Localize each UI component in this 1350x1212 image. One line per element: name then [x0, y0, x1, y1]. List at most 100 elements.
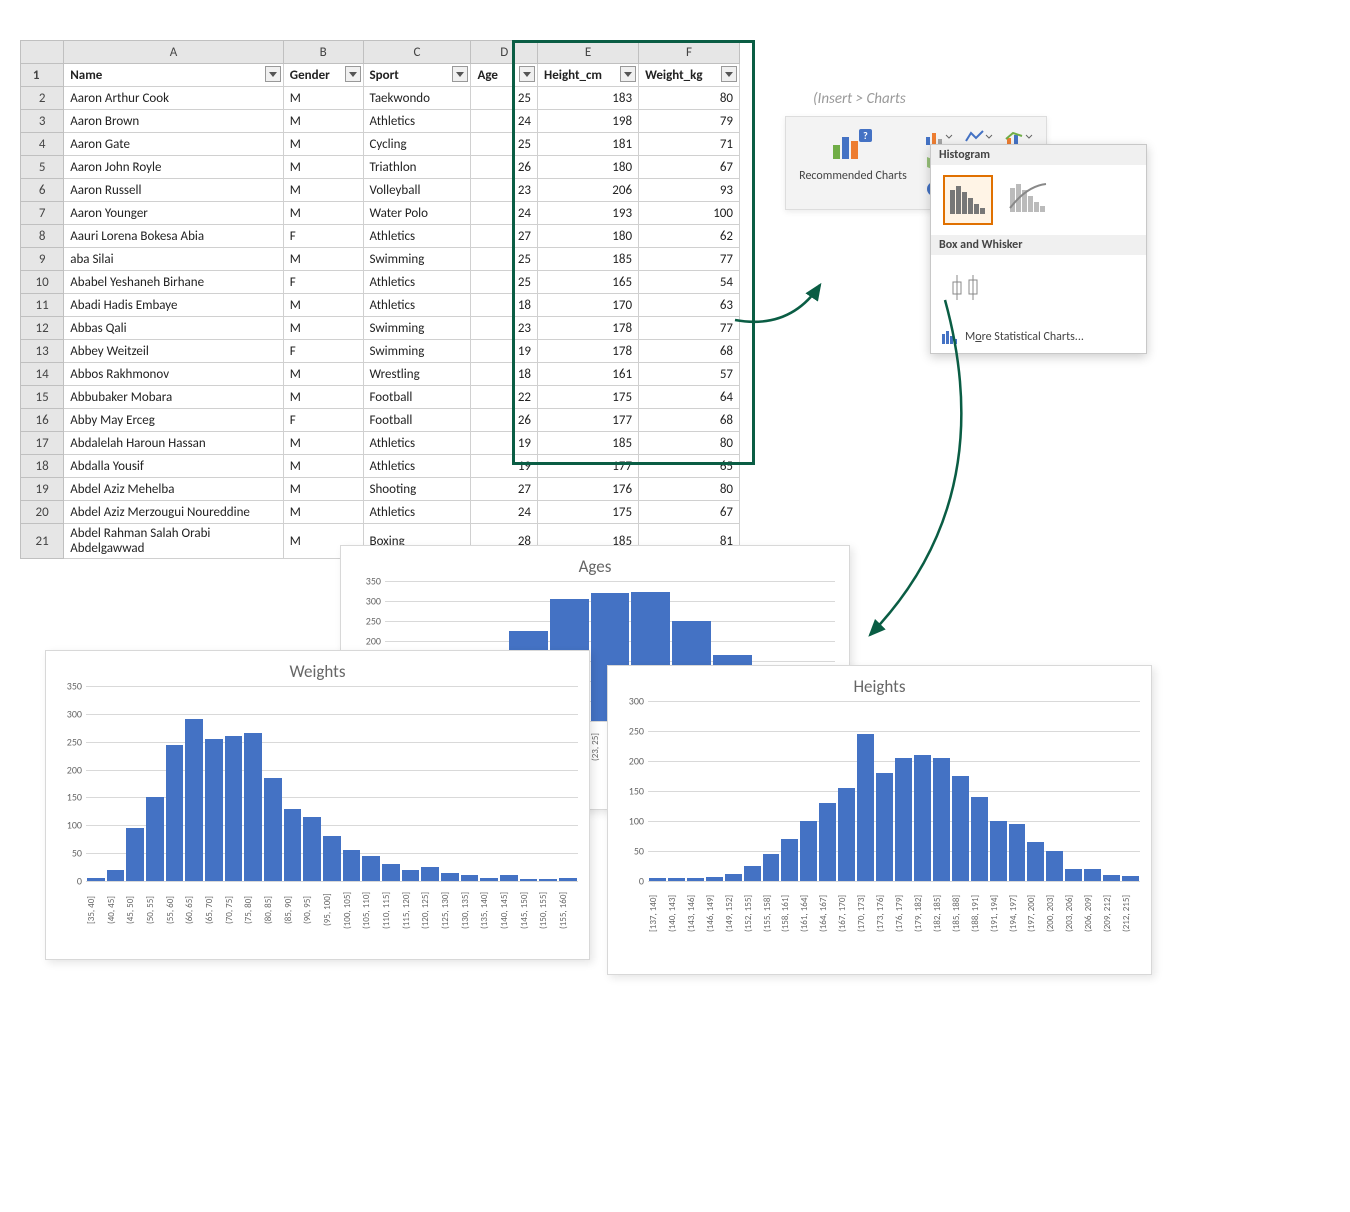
cell[interactable]: Ababel Yeshaneh Birhane [64, 271, 284, 294]
cell[interactable]: Shooting [363, 478, 471, 501]
cell[interactable]: Abbos Rakhmonov [64, 363, 284, 386]
cell[interactable]: Water Polo [363, 202, 471, 225]
table-header-height_cm[interactable]: Height_cm [538, 64, 639, 87]
cell[interactable]: Athletics [363, 432, 471, 455]
cell[interactable]: M [283, 432, 363, 455]
cell[interactable]: Athletics [363, 271, 471, 294]
cell[interactable]: 26 [471, 156, 538, 179]
data-table[interactable]: ABCDEF 1 NameGenderSportAgeHeight_cmWeig… [20, 40, 740, 559]
filter-button[interactable] [721, 66, 737, 82]
filter-button[interactable] [620, 66, 636, 82]
cell[interactable]: 180 [538, 225, 639, 248]
cell[interactable]: 64 [639, 386, 740, 409]
cell[interactable]: 68 [639, 409, 740, 432]
row-number[interactable]: 12 [21, 317, 64, 340]
cell[interactable]: M [283, 478, 363, 501]
cell[interactable]: F [283, 409, 363, 432]
cell[interactable]: Aaron Russell [64, 179, 284, 202]
column-header-D[interactable]: D [471, 41, 538, 64]
row-number[interactable]: 18 [21, 455, 64, 478]
cell[interactable]: 79 [639, 110, 740, 133]
cell[interactable]: M [283, 363, 363, 386]
filter-button[interactable] [345, 66, 361, 82]
cell[interactable]: 93 [639, 179, 740, 202]
cell[interactable]: 63 [639, 294, 740, 317]
cell[interactable]: 80 [639, 87, 740, 110]
cell[interactable]: Football [363, 386, 471, 409]
row-number[interactable]: 5 [21, 156, 64, 179]
cell[interactable]: 25 [471, 133, 538, 156]
column-header-A[interactable]: A [64, 41, 284, 64]
row-number[interactable]: 8 [21, 225, 64, 248]
cell[interactable]: 183 [538, 87, 639, 110]
cell[interactable]: 177 [538, 409, 639, 432]
column-header-E[interactable]: E [538, 41, 639, 64]
cell[interactable]: 80 [639, 432, 740, 455]
cell[interactable]: F [283, 271, 363, 294]
cell[interactable]: 25 [471, 248, 538, 271]
cell[interactable]: Aauri Lorena Bokesa Abia [64, 225, 284, 248]
cell[interactable]: Swimming [363, 317, 471, 340]
cell[interactable]: Volleyball [363, 179, 471, 202]
cell[interactable]: 77 [639, 317, 740, 340]
cell[interactable]: 178 [538, 317, 639, 340]
row-number[interactable]: 3 [21, 110, 64, 133]
cell[interactable]: 23 [471, 317, 538, 340]
cell[interactable]: aba Silai [64, 248, 284, 271]
cell[interactable]: Athletics [363, 455, 471, 478]
cell[interactable]: Aaron Brown [64, 110, 284, 133]
cell[interactable]: 181 [538, 133, 639, 156]
cell[interactable]: Abdel Aziz Mehelba [64, 478, 284, 501]
cell[interactable]: 65 [639, 455, 740, 478]
cell[interactable]: 67 [639, 156, 740, 179]
cell[interactable]: M [283, 133, 363, 156]
cell[interactable]: 175 [538, 501, 639, 524]
row-number[interactable]: 10 [21, 271, 64, 294]
cell[interactable]: 77 [639, 248, 740, 271]
row-number[interactable]: 6 [21, 179, 64, 202]
cell[interactable]: 54 [639, 271, 740, 294]
cell[interactable]: Football [363, 409, 471, 432]
cell[interactable]: M [283, 455, 363, 478]
cell[interactable]: 26 [471, 409, 538, 432]
select-all-cell[interactable] [21, 41, 64, 64]
cell[interactable]: Abdel Rahman Salah Orabi Abdelgawwad [64, 524, 284, 559]
row-number[interactable]: 17 [21, 432, 64, 455]
row-number[interactable]: 13 [21, 340, 64, 363]
cell[interactable]: 24 [471, 501, 538, 524]
cell[interactable]: 25 [471, 87, 538, 110]
row-number[interactable]: 1 [21, 64, 64, 87]
cell[interactable]: Aaron Arthur Cook [64, 87, 284, 110]
cell[interactable]: Athletics [363, 501, 471, 524]
cell[interactable]: Taekwondo [363, 87, 471, 110]
pareto-option[interactable] [1005, 175, 1051, 221]
filter-button[interactable] [452, 66, 468, 82]
cell[interactable]: Wrestling [363, 363, 471, 386]
cell[interactable]: Swimming [363, 340, 471, 363]
column-header-B[interactable]: B [283, 41, 363, 64]
column-header-C[interactable]: C [363, 41, 471, 64]
cell[interactable]: 180 [538, 156, 639, 179]
histogram-option[interactable] [943, 175, 993, 225]
cell[interactable]: Aaron Gate [64, 133, 284, 156]
table-header-weight_kg[interactable]: Weight_kg [639, 64, 740, 87]
cell[interactable]: 24 [471, 110, 538, 133]
row-number[interactable]: 20 [21, 501, 64, 524]
cell[interactable]: Cycling [363, 133, 471, 156]
cell[interactable]: F [283, 340, 363, 363]
cell[interactable]: M [283, 501, 363, 524]
cell[interactable]: 67 [639, 501, 740, 524]
row-number[interactable]: 9 [21, 248, 64, 271]
cell[interactable]: M [283, 248, 363, 271]
cell[interactable]: 185 [538, 432, 639, 455]
cell[interactable]: M [283, 110, 363, 133]
cell[interactable]: Abby May Erceg [64, 409, 284, 432]
cell[interactable]: 175 [538, 386, 639, 409]
cell[interactable]: 68 [639, 340, 740, 363]
cell[interactable]: M [283, 294, 363, 317]
cell[interactable]: 206 [538, 179, 639, 202]
cell[interactable]: 18 [471, 294, 538, 317]
cell[interactable]: Athletics [363, 110, 471, 133]
table-header-sport[interactable]: Sport [363, 64, 471, 87]
cell[interactable]: 165 [538, 271, 639, 294]
